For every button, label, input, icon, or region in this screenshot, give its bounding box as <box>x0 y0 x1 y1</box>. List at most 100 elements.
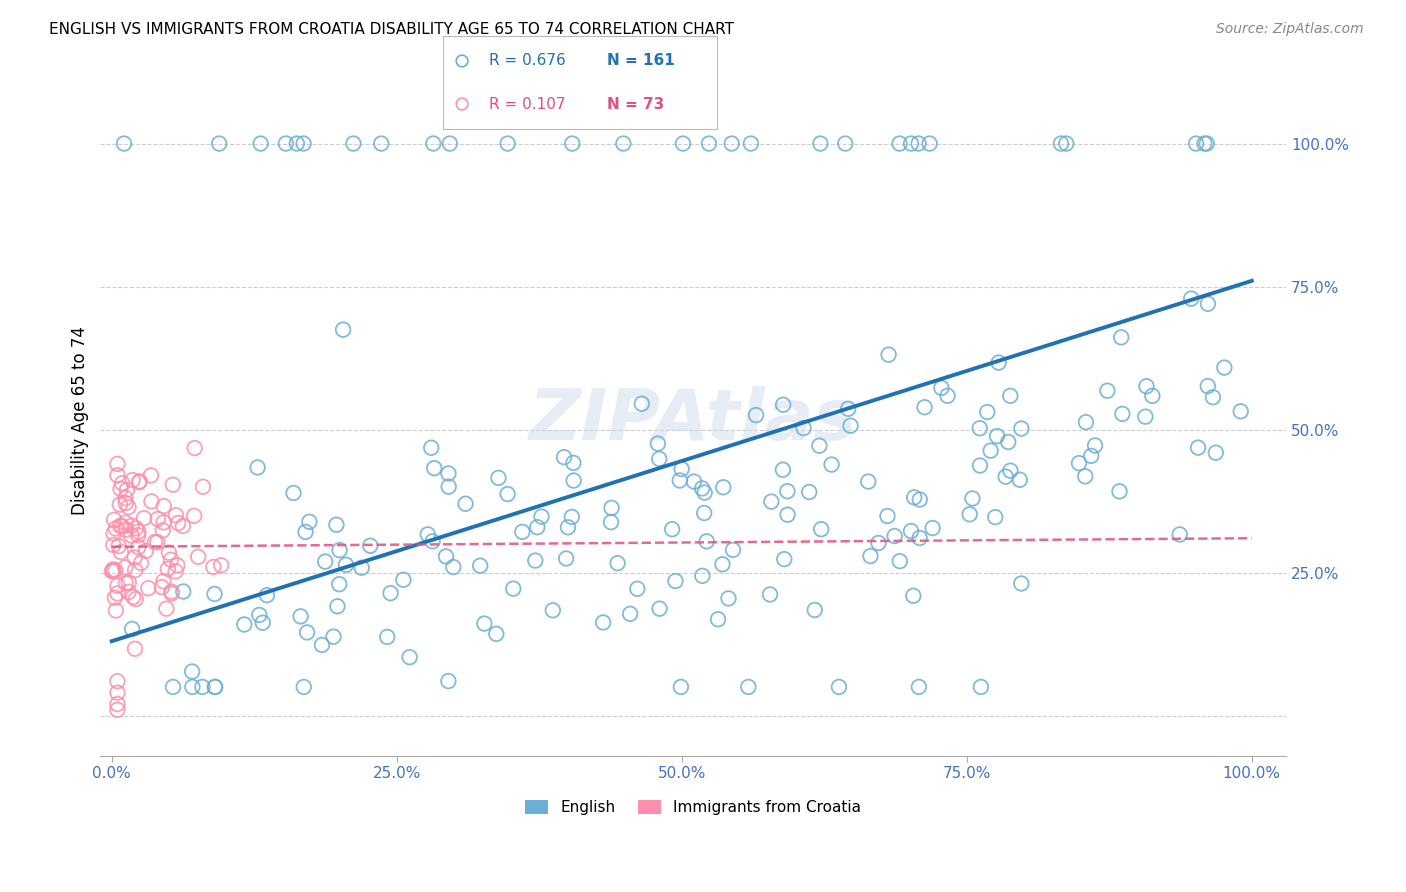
Point <box>1202 390 1225 404</box>
Legend: English, Immigrants from Croatia: English, Immigrants from Croatia <box>519 794 868 822</box>
Point <box>146 535 169 549</box>
Point <box>181 680 204 694</box>
Text: Source: ZipAtlas.com: Source: ZipAtlas.com <box>1216 22 1364 37</box>
Point <box>416 527 439 541</box>
Point <box>451 54 474 68</box>
Point <box>150 580 173 594</box>
Point <box>101 562 124 576</box>
Point <box>166 558 188 573</box>
Point <box>359 539 381 553</box>
Point <box>110 545 132 559</box>
Point <box>502 582 524 596</box>
Point <box>711 480 734 494</box>
Point <box>204 680 226 694</box>
Point <box>936 389 959 403</box>
Point <box>325 517 347 532</box>
Point <box>129 556 152 570</box>
Point <box>1097 384 1119 398</box>
Point <box>1195 136 1218 151</box>
Point <box>889 136 911 151</box>
Point <box>167 516 190 530</box>
Point <box>1067 456 1090 470</box>
Point <box>103 564 125 578</box>
Point <box>692 569 714 583</box>
Point <box>485 627 508 641</box>
Point <box>931 381 953 395</box>
Point <box>135 544 157 558</box>
Point <box>1185 136 1208 151</box>
Point <box>165 508 187 523</box>
Point <box>110 482 132 496</box>
Point <box>111 476 134 491</box>
Point <box>181 665 204 679</box>
Point <box>292 680 315 694</box>
Point <box>420 441 443 455</box>
Point <box>127 540 149 554</box>
Point <box>136 581 159 595</box>
Point <box>693 485 716 500</box>
Point <box>668 474 690 488</box>
Point <box>908 680 931 694</box>
Point <box>470 558 492 573</box>
Point <box>693 506 716 520</box>
Point <box>107 586 129 600</box>
Point <box>125 592 148 607</box>
Point <box>160 552 183 566</box>
Point <box>626 582 648 596</box>
Text: ENGLISH VS IMMIGRANTS FROM CROATIA DISABILITY AGE 65 TO 74 CORRELATION CHART: ENGLISH VS IMMIGRANTS FROM CROATIA DISAB… <box>49 22 734 37</box>
Point <box>107 697 129 711</box>
Point <box>191 680 214 694</box>
Point <box>111 519 134 533</box>
Point <box>696 534 718 549</box>
Point <box>441 560 464 574</box>
Point <box>104 591 127 605</box>
Point <box>107 457 129 471</box>
Point <box>837 401 859 416</box>
Point <box>834 136 856 151</box>
Point <box>283 486 305 500</box>
Point <box>437 467 460 481</box>
Point <box>1213 360 1236 375</box>
Point <box>114 496 136 510</box>
Point <box>132 511 155 525</box>
Point <box>900 524 922 538</box>
Point <box>720 136 742 151</box>
Point <box>1010 576 1032 591</box>
Point <box>204 680 226 694</box>
Point <box>165 564 187 578</box>
Point <box>204 587 226 601</box>
Point <box>118 575 141 590</box>
Point <box>1084 438 1107 452</box>
Point <box>249 136 271 151</box>
Point <box>969 458 991 473</box>
Point <box>454 497 477 511</box>
Point <box>1074 415 1097 429</box>
Point <box>530 509 553 524</box>
Point <box>562 456 585 470</box>
Point <box>422 534 444 549</box>
Point <box>125 521 148 535</box>
Point <box>314 555 336 569</box>
Point <box>669 680 692 694</box>
Point <box>121 518 143 533</box>
Point <box>156 562 179 576</box>
Point <box>183 508 205 523</box>
Point <box>711 558 734 572</box>
Point <box>562 474 585 488</box>
Point <box>745 408 768 422</box>
Point <box>434 549 457 564</box>
Point <box>969 421 991 435</box>
Point <box>526 520 548 534</box>
Point <box>124 550 146 565</box>
Point <box>630 397 652 411</box>
Point <box>294 524 316 539</box>
Point <box>858 475 880 489</box>
Point <box>661 522 683 536</box>
Point <box>690 482 713 496</box>
Point <box>451 97 474 112</box>
Point <box>437 674 460 689</box>
Point <box>877 348 900 362</box>
Point <box>326 599 349 614</box>
Point <box>997 435 1019 450</box>
Point <box>114 560 136 574</box>
